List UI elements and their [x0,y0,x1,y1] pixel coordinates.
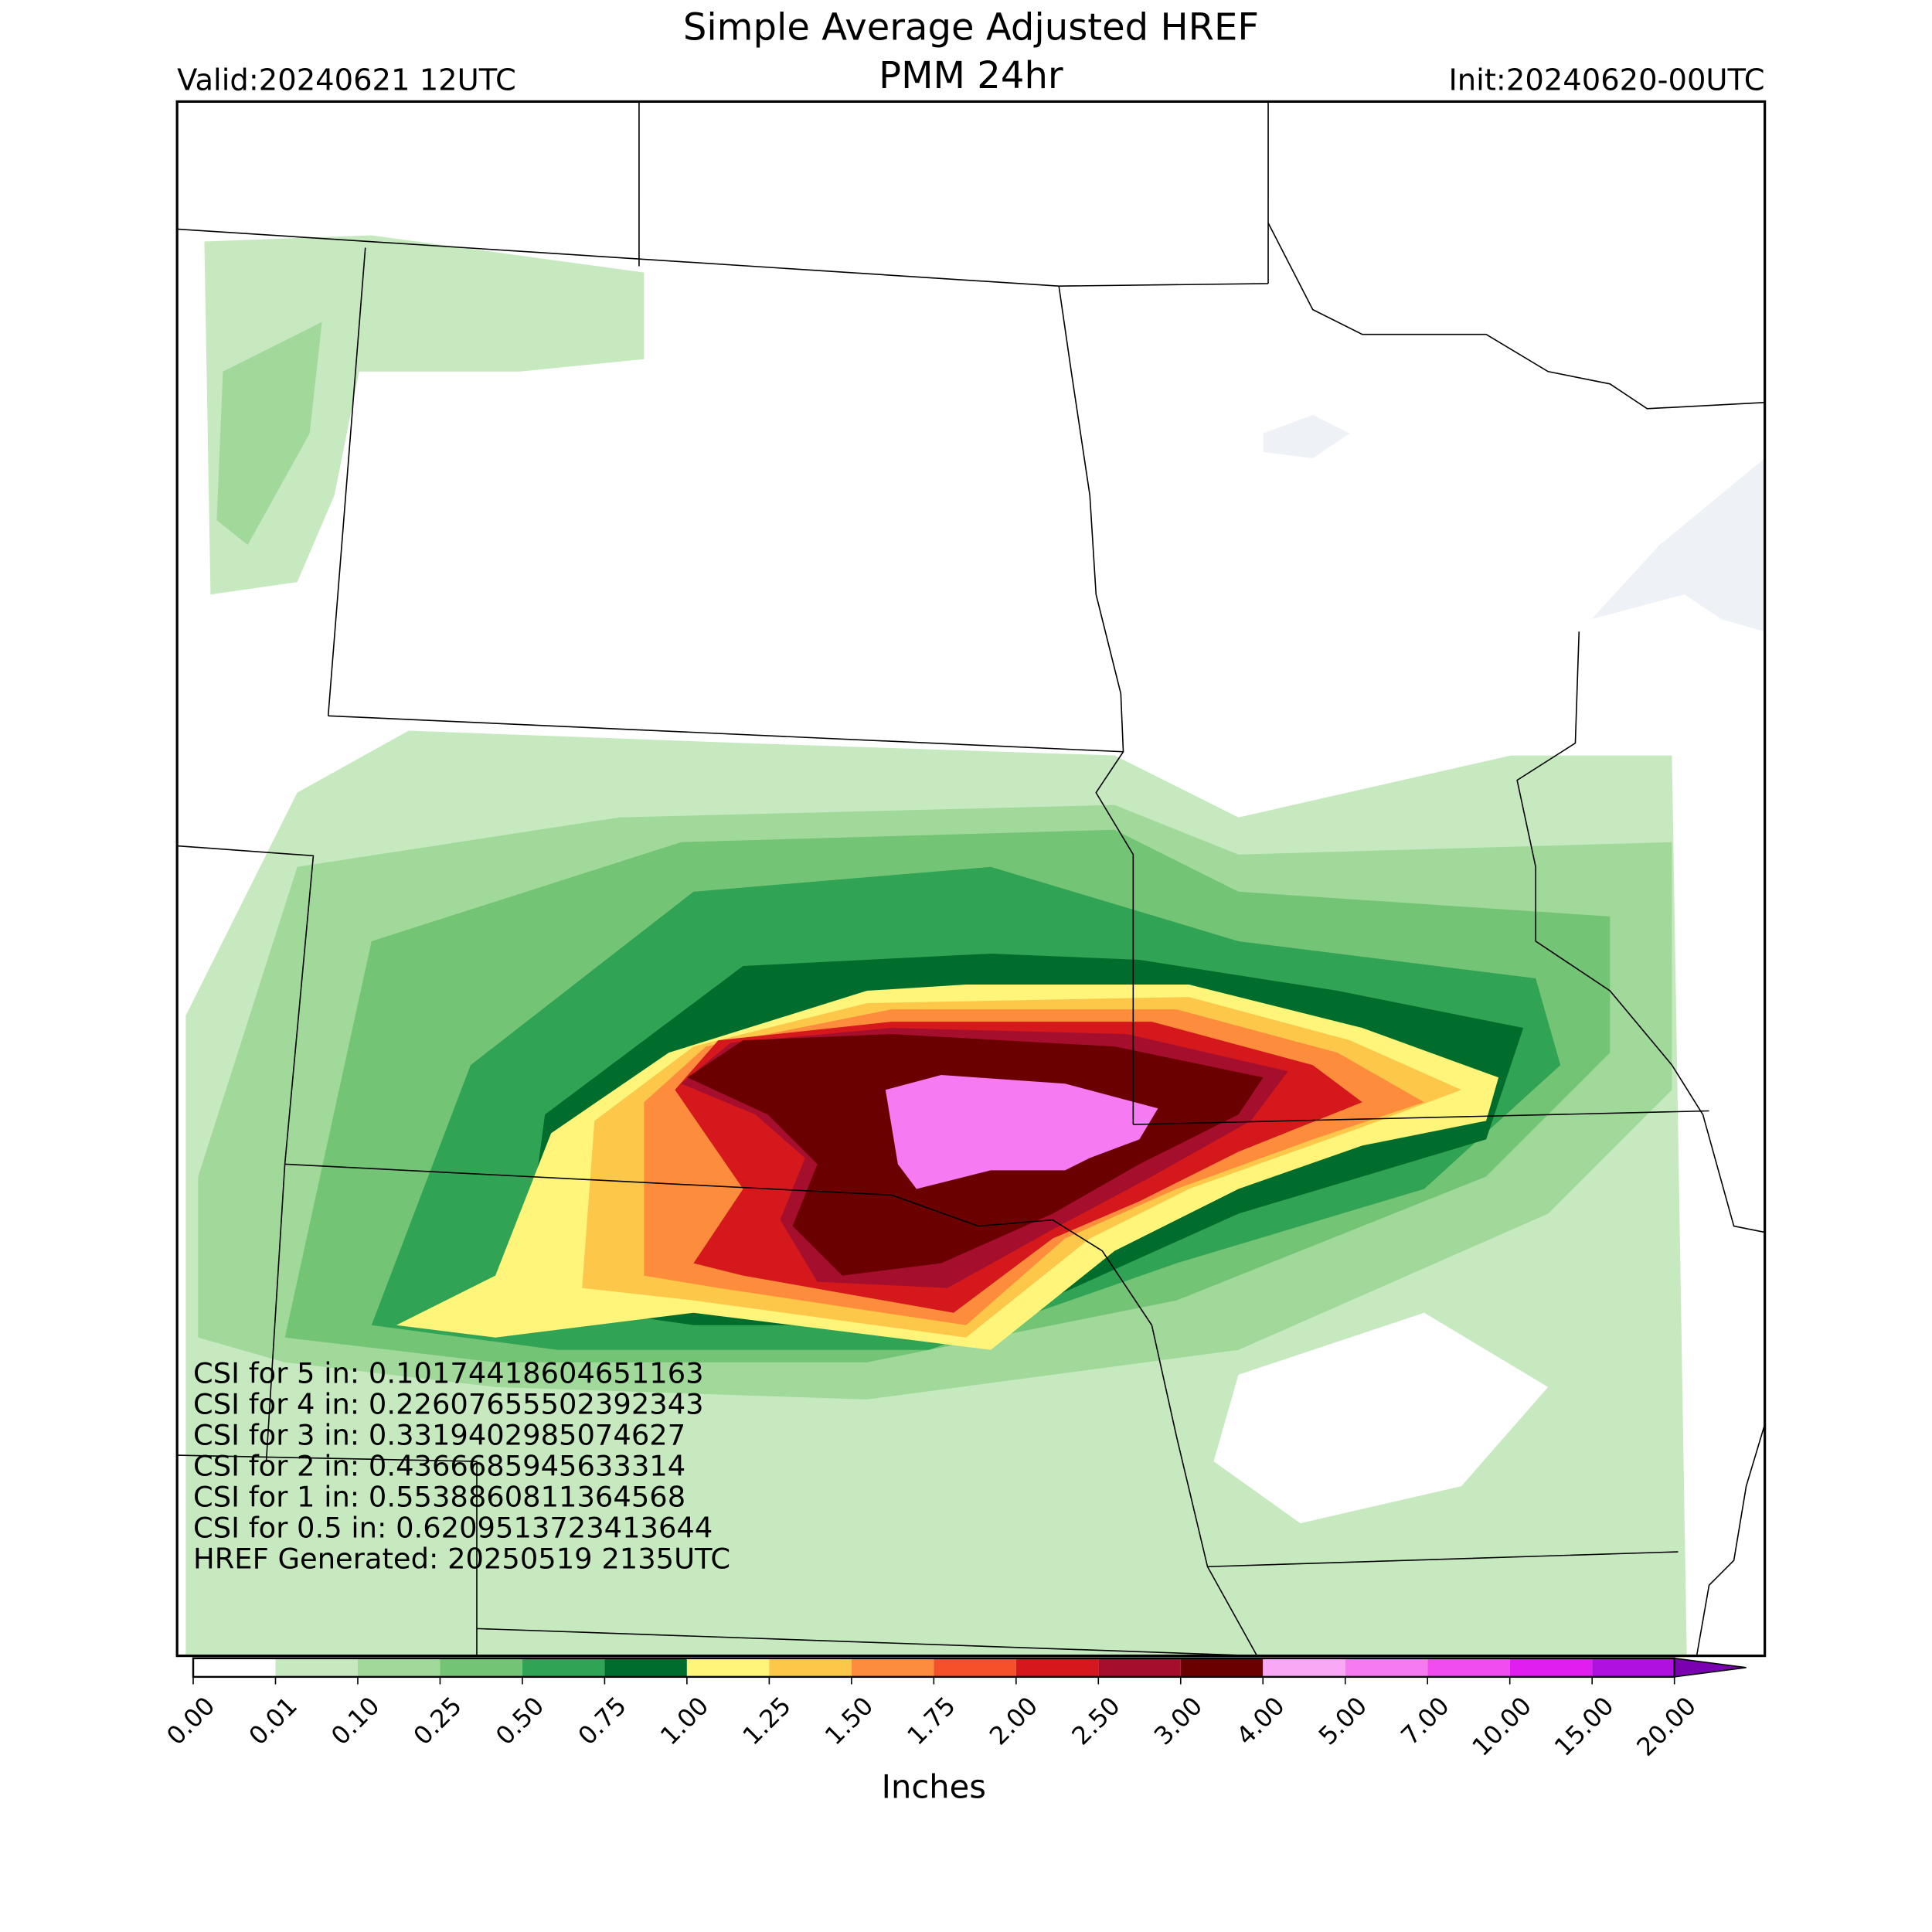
valid-time: Valid:20240621 12UTC [177,63,516,97]
subtitle: PMM 24hr [879,54,1063,97]
colorbar-tick-label: 0.50 [490,1691,549,1750]
lake [1263,414,1350,458]
colorbar-extension [1673,1657,1747,1678]
colorbar-tick-label: 1.25 [736,1691,796,1750]
no-precip [1213,1312,1549,1524]
colorbar-tick-label: 10.00 [1466,1691,1537,1762]
colorbar-segment [1509,1658,1593,1677]
annotation-line: CSI for 0.5 in: 0.6209513723413644 [193,1512,713,1545]
init-time: Init:20240620-00UTC [1448,63,1764,97]
precip-area [885,1075,1158,1189]
colorbar-tick-label: 0.10 [325,1691,385,1750]
colorbar-segment [193,1658,276,1677]
border [177,101,1765,1656]
lake [1591,457,1765,632]
colorbar-tick-label: 2.50 [1066,1691,1125,1750]
colorbar: 0.00 0.01 0.10 0.25 0.50 0.75 1.00 1.25 1.50 1.75… [161,1657,1747,1762]
colorbar-segment [604,1658,687,1677]
colorbar-segment [1015,1658,1099,1677]
annotation-line: CSI for 4 in: 0.22607655502392343 [193,1387,704,1420]
map-area [177,101,1765,1656]
colorbar-segment [522,1658,605,1677]
annotation-line: HREF Generated: 20250519 2135UTC [193,1543,730,1576]
precip-area [204,235,645,595]
colorbar-label: Inches [882,1768,986,1806]
colorbar-segment [440,1658,522,1677]
map-frame [175,100,1767,1658]
annotation-line: CSI for 1 in: 0.5538860811364568 [193,1481,685,1514]
colorbar-tick-label: 0.25 [408,1691,468,1750]
precip-area [216,321,322,546]
colorbar-segment [769,1658,852,1677]
annotation-line: CSI for 3 in: 0.3319402985074627 [193,1418,685,1451]
title: Simple Average Adjusted HREF [683,5,1259,49]
colorbar-segment [686,1658,770,1677]
colorbar-tick-label: 15.00 [1549,1691,1620,1762]
colorbar-tick-label: 5.00 [1313,1691,1372,1750]
colorbar-segment [851,1658,934,1677]
colorbar-segment [1427,1658,1510,1677]
colorbar-tick-label: 7.00 [1395,1691,1454,1750]
colorbar-tick-label: 1.75 [901,1691,961,1750]
annotation-line: CSI for 2 in: 0.4366685945633314 [193,1450,685,1483]
colorbar-tick-label: 0.75 [573,1691,632,1750]
colorbar-segment [1263,1658,1345,1677]
colorbar-tick-label: 1.50 [819,1691,879,1750]
colorbar-segment [357,1658,440,1677]
colorbar-tick-label: 20.00 [1631,1691,1702,1762]
colorbar-segment [275,1658,358,1677]
annotation-line: CSI for 5 in: 0.10174418604651163 [193,1356,704,1389]
colorbar-segment [1098,1658,1181,1677]
colorbar-segment [934,1658,1016,1677]
colorbar-tick-label: 0.00 [161,1691,220,1750]
colorbar-tick-label: 2.00 [984,1691,1043,1750]
colorbar-tick-label: 4.00 [1230,1691,1290,1750]
colorbar-tick-label: 1.00 [655,1691,714,1750]
colorbar-segment [1345,1658,1428,1677]
colorbar-segment [1180,1658,1264,1677]
colorbar-segment [1592,1658,1675,1677]
colorbar-tick-label: 3.00 [1148,1691,1208,1750]
colorbar-tick-label: 0.01 [243,1691,303,1750]
